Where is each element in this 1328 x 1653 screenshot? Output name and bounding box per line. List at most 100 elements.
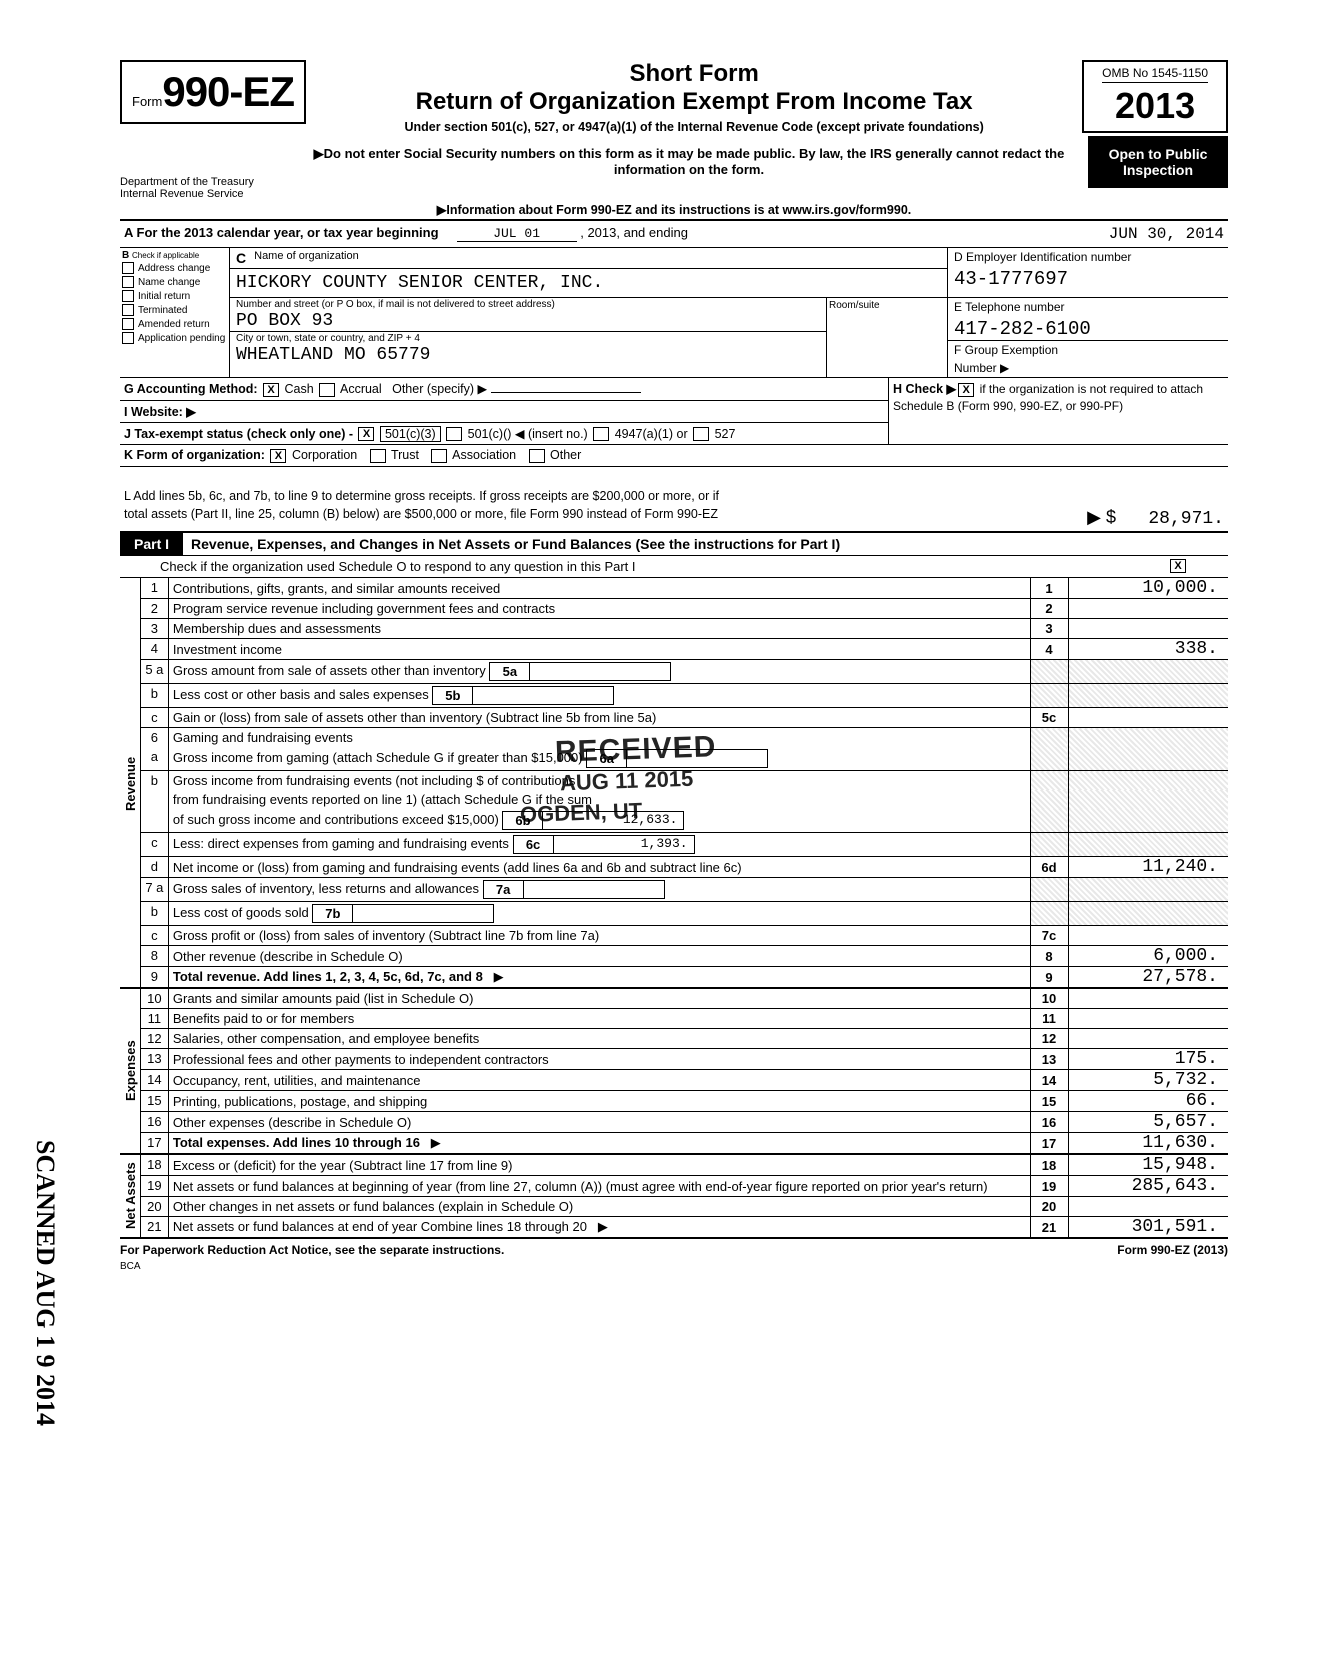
check-cash[interactable] xyxy=(263,383,279,397)
row-8: 8Other revenue (describe in Schedule O)8… xyxy=(120,946,1228,967)
amt-13[interactable]: 175. xyxy=(1068,1049,1228,1070)
amt-3[interactable] xyxy=(1068,619,1228,639)
amt-20[interactable] xyxy=(1068,1197,1228,1217)
section-addr: Number and street (or P O box, if mail i… xyxy=(230,297,948,377)
org-name-label: Name of organization xyxy=(254,250,359,266)
group-exemption-label: F Group Exemption xyxy=(948,341,1228,359)
ssn-warning: ▶Do not enter Social Security numbers on… xyxy=(290,136,1088,183)
org-name[interactable]: HICKORY COUNTY SENIOR CENTER, INC. xyxy=(230,269,947,297)
check-no-sched-b[interactable] xyxy=(958,383,974,397)
row-12: 12Salaries, other compensation, and empl… xyxy=(120,1029,1228,1049)
line-a-text: A For the 2013 calendar year, or tax yea… xyxy=(120,221,1008,247)
row-5b: bLess cost or other basis and sales expe… xyxy=(120,684,1228,708)
part1-title: Revenue, Expenses, and Changes in Net As… xyxy=(183,536,840,552)
amt-12[interactable] xyxy=(1068,1029,1228,1049)
gross-receipts[interactable]: 28,971. xyxy=(1148,509,1224,529)
section-d: D Employer Identification number 43-1777… xyxy=(948,248,1228,297)
check-accrual[interactable] xyxy=(319,383,335,397)
row-3: 3Membership dues and assessments3 xyxy=(120,619,1228,639)
row-16: 16Other expenses (describe in Schedule O… xyxy=(120,1112,1228,1133)
revenue-label: Revenue xyxy=(120,578,140,988)
entity-grid-1: B Check if applicable Address change Nam… xyxy=(120,248,1228,378)
amt-2[interactable] xyxy=(1068,599,1228,619)
form-id-footer: Form 990-EZ (2013) xyxy=(1117,1243,1228,1257)
line-l-2: total assets (Part II, line 25, column (… xyxy=(120,505,1228,531)
row-k-orgform: K Form of organization: Corporation Trus… xyxy=(120,445,1228,467)
org-city[interactable]: WHEATLAND MO 65779 xyxy=(230,345,826,365)
amt-4[interactable]: 338. xyxy=(1068,639,1228,660)
amt-6d[interactable]: 11,240. xyxy=(1068,857,1228,878)
amt-9[interactable]: 27,578. xyxy=(1068,967,1228,989)
schedule-b-check: H Check ▶ if the organization is not req… xyxy=(888,378,1228,444)
amt-6c[interactable]: 1,393. xyxy=(554,836,694,853)
check-527[interactable] xyxy=(693,427,709,441)
check-name-change[interactable]: Name change xyxy=(122,275,227,289)
bca: BCA xyxy=(120,1261,1228,1272)
line-a-mid: , 2013, and ending xyxy=(580,225,688,240)
check-application-pending[interactable]: Application pending xyxy=(122,331,227,345)
part1-table: Revenue 1 Contributions, gifts, grants, … xyxy=(120,578,1228,1239)
check-address-change[interactable]: Address change xyxy=(122,261,227,275)
section-b-checks: B Check if applicable Address change Nam… xyxy=(120,248,230,377)
amt-18[interactable]: 15,948. xyxy=(1068,1154,1228,1176)
tax-year-end[interactable]: JUN 30, 2014 xyxy=(1008,221,1228,247)
row-20: 20Other changes in net assets or fund ba… xyxy=(120,1197,1228,1217)
check-4947[interactable] xyxy=(593,427,609,441)
check-501c3[interactable] xyxy=(358,427,374,441)
row-5c: cGain or (loss) from sale of assets othe… xyxy=(120,708,1228,728)
row-21: 21Net assets or fund balances at end of … xyxy=(120,1217,1228,1239)
check-schedule-o[interactable] xyxy=(1170,559,1186,573)
row-6: 6Gaming and fundraising events xyxy=(120,728,1228,748)
amt-16[interactable]: 5,657. xyxy=(1068,1112,1228,1133)
row-14: 14Occupancy, rent, utilities, and mainte… xyxy=(120,1070,1228,1091)
row-13: 13Professional fees and other payments t… xyxy=(120,1049,1228,1070)
amt-19[interactable]: 285,643. xyxy=(1068,1176,1228,1197)
check-association[interactable] xyxy=(431,449,447,463)
check-trust[interactable] xyxy=(370,449,386,463)
org-address[interactable]: PO BOX 93 xyxy=(230,311,826,331)
row-5a: 5 aGross amount from sale of assets othe… xyxy=(120,660,1228,684)
row-9: 9Total revenue. Add lines 1, 2, 3, 4, 5c… xyxy=(120,967,1228,989)
subtitle: Under section 501(c), 527, or 4947(a)(1)… xyxy=(316,120,1072,134)
amt-14[interactable]: 5,732. xyxy=(1068,1070,1228,1091)
schedule-o-check: Check if the organization used Schedule … xyxy=(120,556,1228,578)
amt-15[interactable]: 66. xyxy=(1068,1091,1228,1112)
row-15: 15Printing, publications, postage, and s… xyxy=(120,1091,1228,1112)
phone-label: E Telephone number xyxy=(948,298,1228,316)
amt-11[interactable] xyxy=(1068,1009,1228,1029)
row-6d: dNet income or (loss) from gaming and fu… xyxy=(120,857,1228,878)
amt-6b[interactable]: 12,633. xyxy=(543,812,683,829)
check-amended[interactable]: Amended return xyxy=(122,317,227,331)
row-i-website: I Website: ▶ xyxy=(120,400,888,422)
amt-7c[interactable] xyxy=(1068,926,1228,946)
row-2: 2Program service revenue including gover… xyxy=(120,599,1228,619)
year-box: OMB No 1545-1150 2013 xyxy=(1082,60,1228,133)
amt-5c[interactable] xyxy=(1068,708,1228,728)
amt-1[interactable]: 10,000. xyxy=(1068,578,1228,599)
part1-tag: Part I xyxy=(120,533,183,555)
amt-8[interactable]: 6,000. xyxy=(1068,946,1228,967)
row-6b-2: from fundraising events reported on line… xyxy=(120,790,1228,809)
line-a: A For the 2013 calendar year, or tax yea… xyxy=(120,221,1228,248)
ein-label: D Employer Identification number xyxy=(948,248,1228,266)
addr-label: Number and street (or P O box, if mail i… xyxy=(230,298,826,311)
check-initial-return[interactable]: Initial return xyxy=(122,289,227,303)
check-corporation[interactable] xyxy=(270,449,286,463)
form-header: Form 990-EZ Short Form Return of Organiz… xyxy=(120,60,1228,134)
line-a-label: A For the 2013 calendar year, or tax yea… xyxy=(124,225,439,240)
row-j-status: J Tax-exempt status (check only one) - 5… xyxy=(120,422,888,445)
footer: For Paperwork Reduction Act Notice, see … xyxy=(120,1239,1228,1257)
amt-17[interactable]: 11,630. xyxy=(1068,1133,1228,1155)
check-other-org[interactable] xyxy=(529,449,545,463)
phone-value[interactable]: 417-282-6100 xyxy=(948,316,1228,341)
tax-year-begin[interactable]: JUL 01 xyxy=(457,226,577,242)
amt-21[interactable]: 301,591. xyxy=(1068,1217,1228,1239)
check-terminated[interactable]: Terminated xyxy=(122,303,227,317)
form-number: 990-EZ xyxy=(162,68,294,116)
form-number-box: Form 990-EZ xyxy=(120,60,306,124)
irs-label: Internal Revenue Service xyxy=(120,188,290,200)
check-501c[interactable] xyxy=(446,427,462,441)
ein-value[interactable]: 43-1777697 xyxy=(948,266,1228,290)
amt-10[interactable] xyxy=(1068,988,1228,1009)
warning-row: Department of the Treasury Internal Reve… xyxy=(120,136,1228,200)
